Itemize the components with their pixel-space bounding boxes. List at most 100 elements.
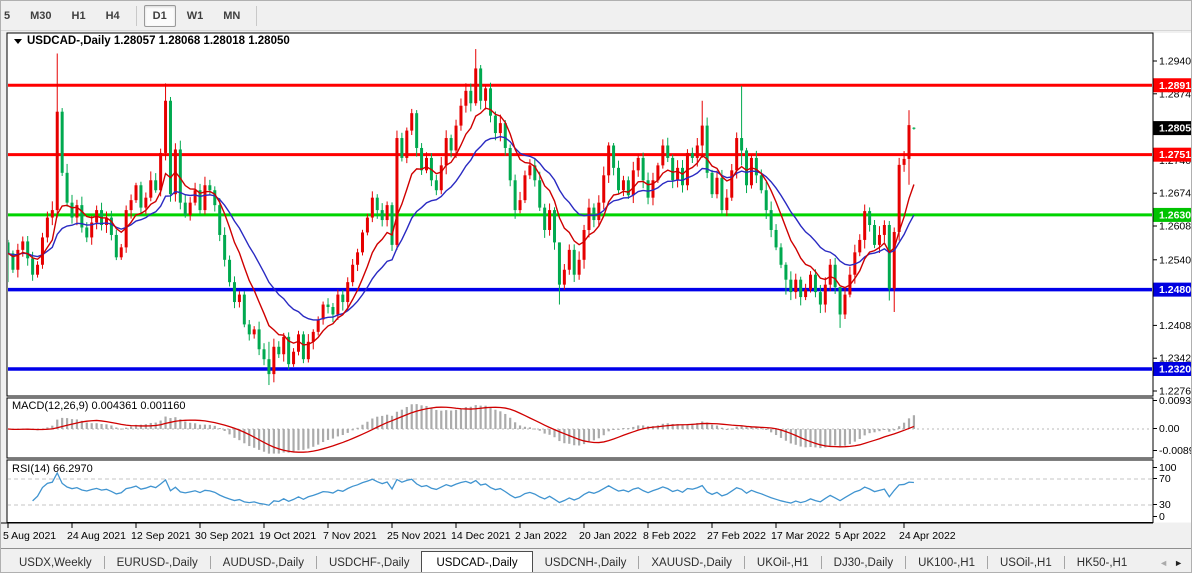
- timeframe-button-mn[interactable]: MN: [223, 9, 241, 22]
- macd-bar: [592, 429, 595, 441]
- tab-usdcad-daily[interactable]: USDCAD-,Daily: [421, 551, 533, 572]
- macd-bar: [248, 429, 251, 447]
- candle-body: [164, 100, 168, 153]
- date-tick-label: 8 Feb 2022: [643, 530, 696, 542]
- candle-body: [316, 319, 320, 332]
- macd-bar: [671, 423, 674, 429]
- timeframe-button-m30[interactable]: M30: [30, 9, 52, 22]
- candle-body: [676, 167, 680, 181]
- candle-body: [533, 165, 537, 181]
- candle-body: [267, 359, 271, 375]
- macd-signal-line: [8, 406, 915, 453]
- macd-bar: [740, 425, 743, 429]
- tab-usdx-weekly[interactable]: USDX,Weekly: [19, 556, 92, 569]
- tab-hk50-h1[interactable]: HK50-,H1: [1076, 556, 1128, 569]
- candle-body: [444, 138, 448, 166]
- tab-divider: [103, 556, 105, 569]
- candle-body: [75, 205, 79, 218]
- tab-uk100-h1[interactable]: UK100-,H1: [918, 556, 975, 569]
- macd-bar: [317, 429, 320, 445]
- tab-eurusd-daily[interactable]: EURUSD-,Daily: [116, 556, 198, 569]
- candle-body: [809, 274, 813, 290]
- macd-bar: [523, 426, 527, 429]
- price-tick-label: 1.26080: [1159, 221, 1192, 233]
- candle-body: [863, 211, 867, 240]
- price-tick-label: 1.22760: [1159, 386, 1192, 398]
- candle-body: [562, 269, 566, 285]
- candle-body: [449, 138, 453, 151]
- tab-scroll-right-icon[interactable]: ►: [1174, 557, 1183, 568]
- rsi-axis-label: 0: [1159, 511, 1165, 523]
- candle-body: [597, 202, 601, 221]
- date-tick-label: 30 Sep 2021: [195, 530, 255, 542]
- rsi-label: RSI(14) 66.2970: [12, 463, 93, 475]
- candle-body: [370, 197, 374, 218]
- tab-usdchf-daily[interactable]: USDCHF-,Daily: [328, 556, 410, 569]
- candle-body: [439, 165, 443, 191]
- tab-usoil-h1[interactable]: USOil-,H1: [1000, 556, 1052, 569]
- chart-area[interactable]: USDCAD-,Daily 1.28057 1.28068 1.28018 1.…: [1, 31, 1192, 548]
- macd-bar: [789, 429, 792, 444]
- macd-axis-label: 0.00: [1159, 423, 1180, 435]
- timeframe-button-h1[interactable]: H1: [71, 9, 86, 22]
- macd-bar: [61, 417, 64, 429]
- macd-bar: [464, 407, 467, 429]
- tab-dj30-daily[interactable]: DJ30-,Daily: [833, 556, 894, 569]
- candle-body: [567, 249, 571, 270]
- timeframe-button-h4[interactable]: H4: [105, 9, 120, 22]
- tab-xauusd-daily[interactable]: XAUUSD-,Daily: [651, 556, 732, 569]
- candle-body: [213, 190, 217, 206]
- timeframe-button-d1[interactable]: D1: [143, 4, 176, 27]
- price-badge-bg: [1153, 147, 1191, 162]
- macd-bar: [174, 417, 177, 429]
- candle-body: [365, 217, 369, 233]
- candle-body: [40, 237, 44, 265]
- candle-body: [730, 170, 734, 198]
- price-badge-1.26303: 1.26303: [1153, 207, 1191, 222]
- macd-bar: [750, 426, 753, 429]
- candle-body: [754, 157, 758, 176]
- candle-body: [336, 294, 340, 315]
- candle-body: [602, 175, 606, 203]
- candle-body: [262, 349, 266, 360]
- timeframe-button-5[interactable]: 5: [4, 9, 11, 22]
- price-badge-label: 1.28050: [1159, 123, 1192, 135]
- tab-ukoil-h1[interactable]: UKOil-,H1: [756, 556, 809, 569]
- price-badge-label: 1.24800: [1159, 284, 1192, 296]
- tab-usdcnh-daily[interactable]: USDCNH-,Daily: [544, 556, 627, 569]
- macd-bar: [351, 429, 354, 431]
- candle-body: [592, 207, 596, 221]
- macd-bar: [701, 421, 704, 429]
- macd-bar: [548, 429, 551, 435]
- timeframe-button-w1[interactable]: W1: [186, 9, 204, 22]
- candle-body: [789, 279, 793, 293]
- candle-body: [198, 190, 202, 211]
- candle-body: [548, 210, 552, 230]
- macd-bar: [331, 429, 335, 439]
- candle-body: [828, 264, 832, 285]
- tab-audusd-daily[interactable]: AUDUSD-,Daily: [222, 556, 304, 569]
- tab-scroll-left-icon[interactable]: ◄: [1159, 557, 1169, 568]
- macd-bar: [809, 429, 812, 448]
- macd-bar: [907, 418, 911, 429]
- candle-body: [897, 164, 901, 232]
- candle-body: [45, 217, 49, 238]
- macd-bar: [282, 429, 285, 453]
- candle-body: [740, 138, 744, 151]
- macd-bar: [356, 427, 359, 429]
- date-tick-label: 12 Sep 2021: [131, 530, 191, 542]
- macd-bar: [858, 429, 861, 439]
- candle-body: [769, 210, 773, 230]
- macd-bar: [829, 429, 832, 446]
- macd-bar: [794, 429, 797, 445]
- price-badge-1.28050: 1.28050: [1153, 121, 1192, 136]
- macd-bar: [454, 409, 458, 429]
- candle-body: [912, 127, 916, 129]
- price-badge-1.28912: 1.28912: [1153, 78, 1191, 93]
- macd-bar: [435, 409, 438, 429]
- candle-body: [218, 205, 222, 235]
- macd-bar: [494, 409, 497, 429]
- candle-body: [873, 225, 877, 245]
- macd-bar: [863, 429, 866, 436]
- macd-bar: [720, 427, 724, 429]
